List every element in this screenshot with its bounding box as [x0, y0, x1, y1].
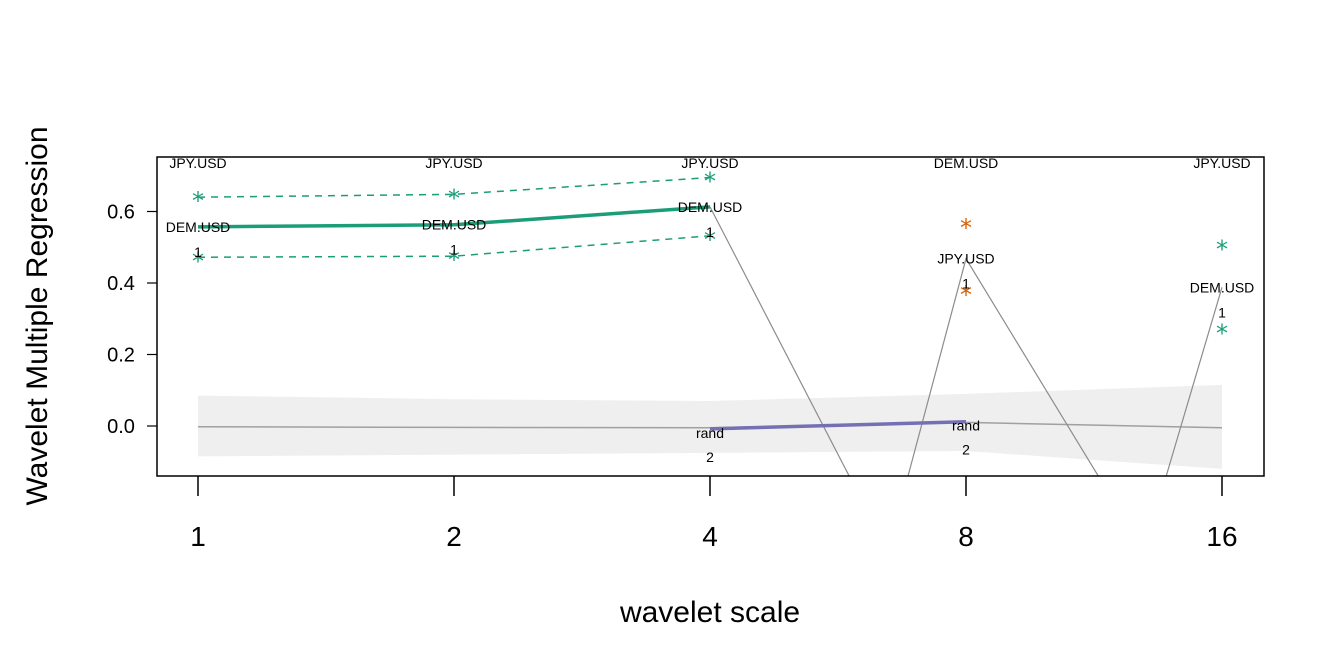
x-tick-label-1: 2 — [446, 521, 462, 552]
ci-marker-lower-0: * — [192, 247, 204, 275]
x-tick-label-4: 16 — [1206, 521, 1237, 552]
ci-marker-lower-2: * — [704, 226, 716, 254]
point-count-0: 1 — [194, 244, 202, 260]
x-tick-label-0: 1 — [190, 521, 206, 552]
x-tick-label-2: 4 — [702, 521, 718, 552]
point-label-0: DEM.USD — [166, 219, 231, 235]
rand-label-1: rand — [952, 418, 980, 434]
top-label-4: JPY.USD — [1193, 155, 1250, 171]
null-band — [198, 384, 1222, 469]
x-axis-title: wavelet scale — [619, 596, 800, 629]
ci-marker-lower-3: * — [960, 281, 972, 309]
axes-layer: 0.0 0.2 0.4 0.6 1 2 4 8 16 — [107, 202, 1237, 553]
point-count-2: 1 — [706, 224, 714, 240]
point-labels-layer: * * * * * * * * * * DEM.USD 1 DEM.USD 1 DEM.USD 1 JPY.US… — [166, 155, 1255, 465]
rand-estimate-line — [709, 419, 967, 431]
ci-marker-upper-0: * — [192, 187, 204, 215]
x-tick-label-3: 8 — [958, 521, 974, 552]
ci-marker-lower-1: * — [448, 246, 460, 274]
y-tick-label-3: 0.6 — [107, 202, 135, 224]
y-tick-label-0: 0.0 — [107, 416, 135, 438]
top-label-1: JPY.USD — [425, 155, 482, 171]
ci-marker-upper-1: * — [448, 184, 460, 212]
ci-marker-upper-4: * — [1216, 235, 1228, 263]
ci-marker-upper-3: * — [960, 214, 972, 242]
point-label-4: DEM.USD — [1190, 279, 1255, 295]
point-label-2: DEM.USD — [678, 199, 743, 215]
top-label-3: DEM.USD — [934, 155, 999, 171]
y-tick-label-2: 0.4 — [107, 273, 135, 295]
top-label-0: JPY.USD — [169, 155, 226, 171]
point-count-3: 1 — [962, 276, 970, 292]
point-label-3: JPY.USD — [937, 251, 994, 267]
ci-marker-lower-4: * — [1216, 319, 1228, 347]
series-layer — [197, 176, 1223, 476]
y-tick-label-1: 0.2 — [107, 345, 135, 367]
ci-marker-upper-2: * — [704, 168, 716, 196]
top-label-2: JPY.USD — [681, 155, 738, 171]
rand-count-0: 2 — [706, 449, 714, 465]
rand-count-1: 2 — [962, 442, 970, 458]
scale-connector-line — [709, 206, 1223, 476]
point-count-1: 1 — [450, 242, 458, 258]
point-label-1: DEM.USD — [422, 217, 487, 233]
rand-label-0: rand — [696, 425, 724, 441]
point-count-4: 1 — [1218, 304, 1226, 320]
y-axis-title: Wavelet Multiple Regression — [21, 126, 54, 505]
estimate-line — [197, 205, 711, 229]
